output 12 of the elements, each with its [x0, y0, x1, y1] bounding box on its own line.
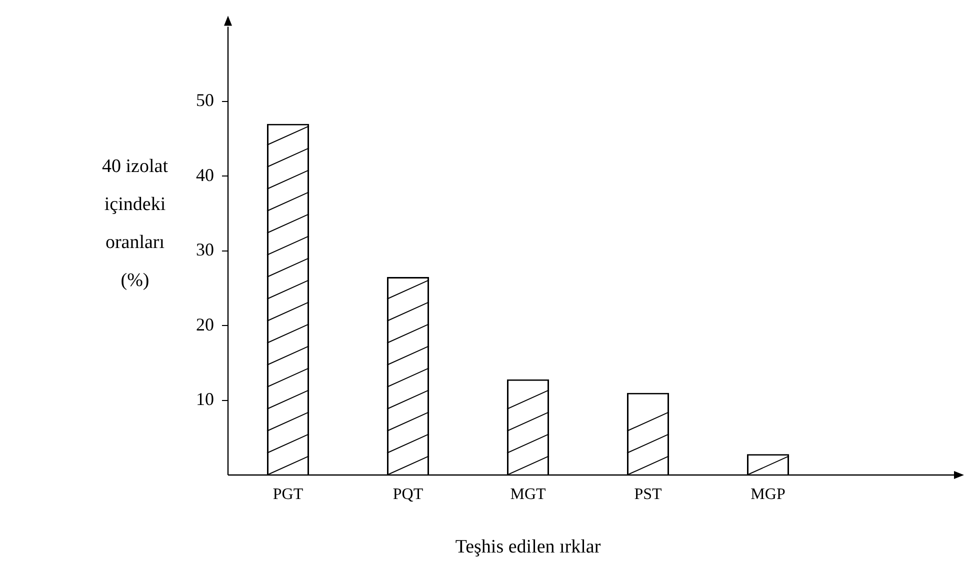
y-tick-label: 10 — [196, 389, 214, 410]
x-tick-label: MGP — [750, 486, 786, 503]
y-tick-label: 50 — [196, 90, 214, 110]
y-tick-label: 30 — [196, 240, 214, 260]
y-tick-label: 40 — [196, 164, 214, 185]
x-tick-label: MGT — [510, 486, 546, 503]
y-tick-label: 20 — [196, 314, 214, 334]
x-tick-label: PQT — [392, 486, 424, 503]
x-tick-label: PST — [634, 486, 662, 503]
y-axis-title: 40 izolat içindeki oranları (%) — [101, 155, 169, 293]
x-tick-label: PGT — [272, 486, 304, 503]
x-axis-title: Teşhis edilen ırklar — [455, 536, 602, 558]
